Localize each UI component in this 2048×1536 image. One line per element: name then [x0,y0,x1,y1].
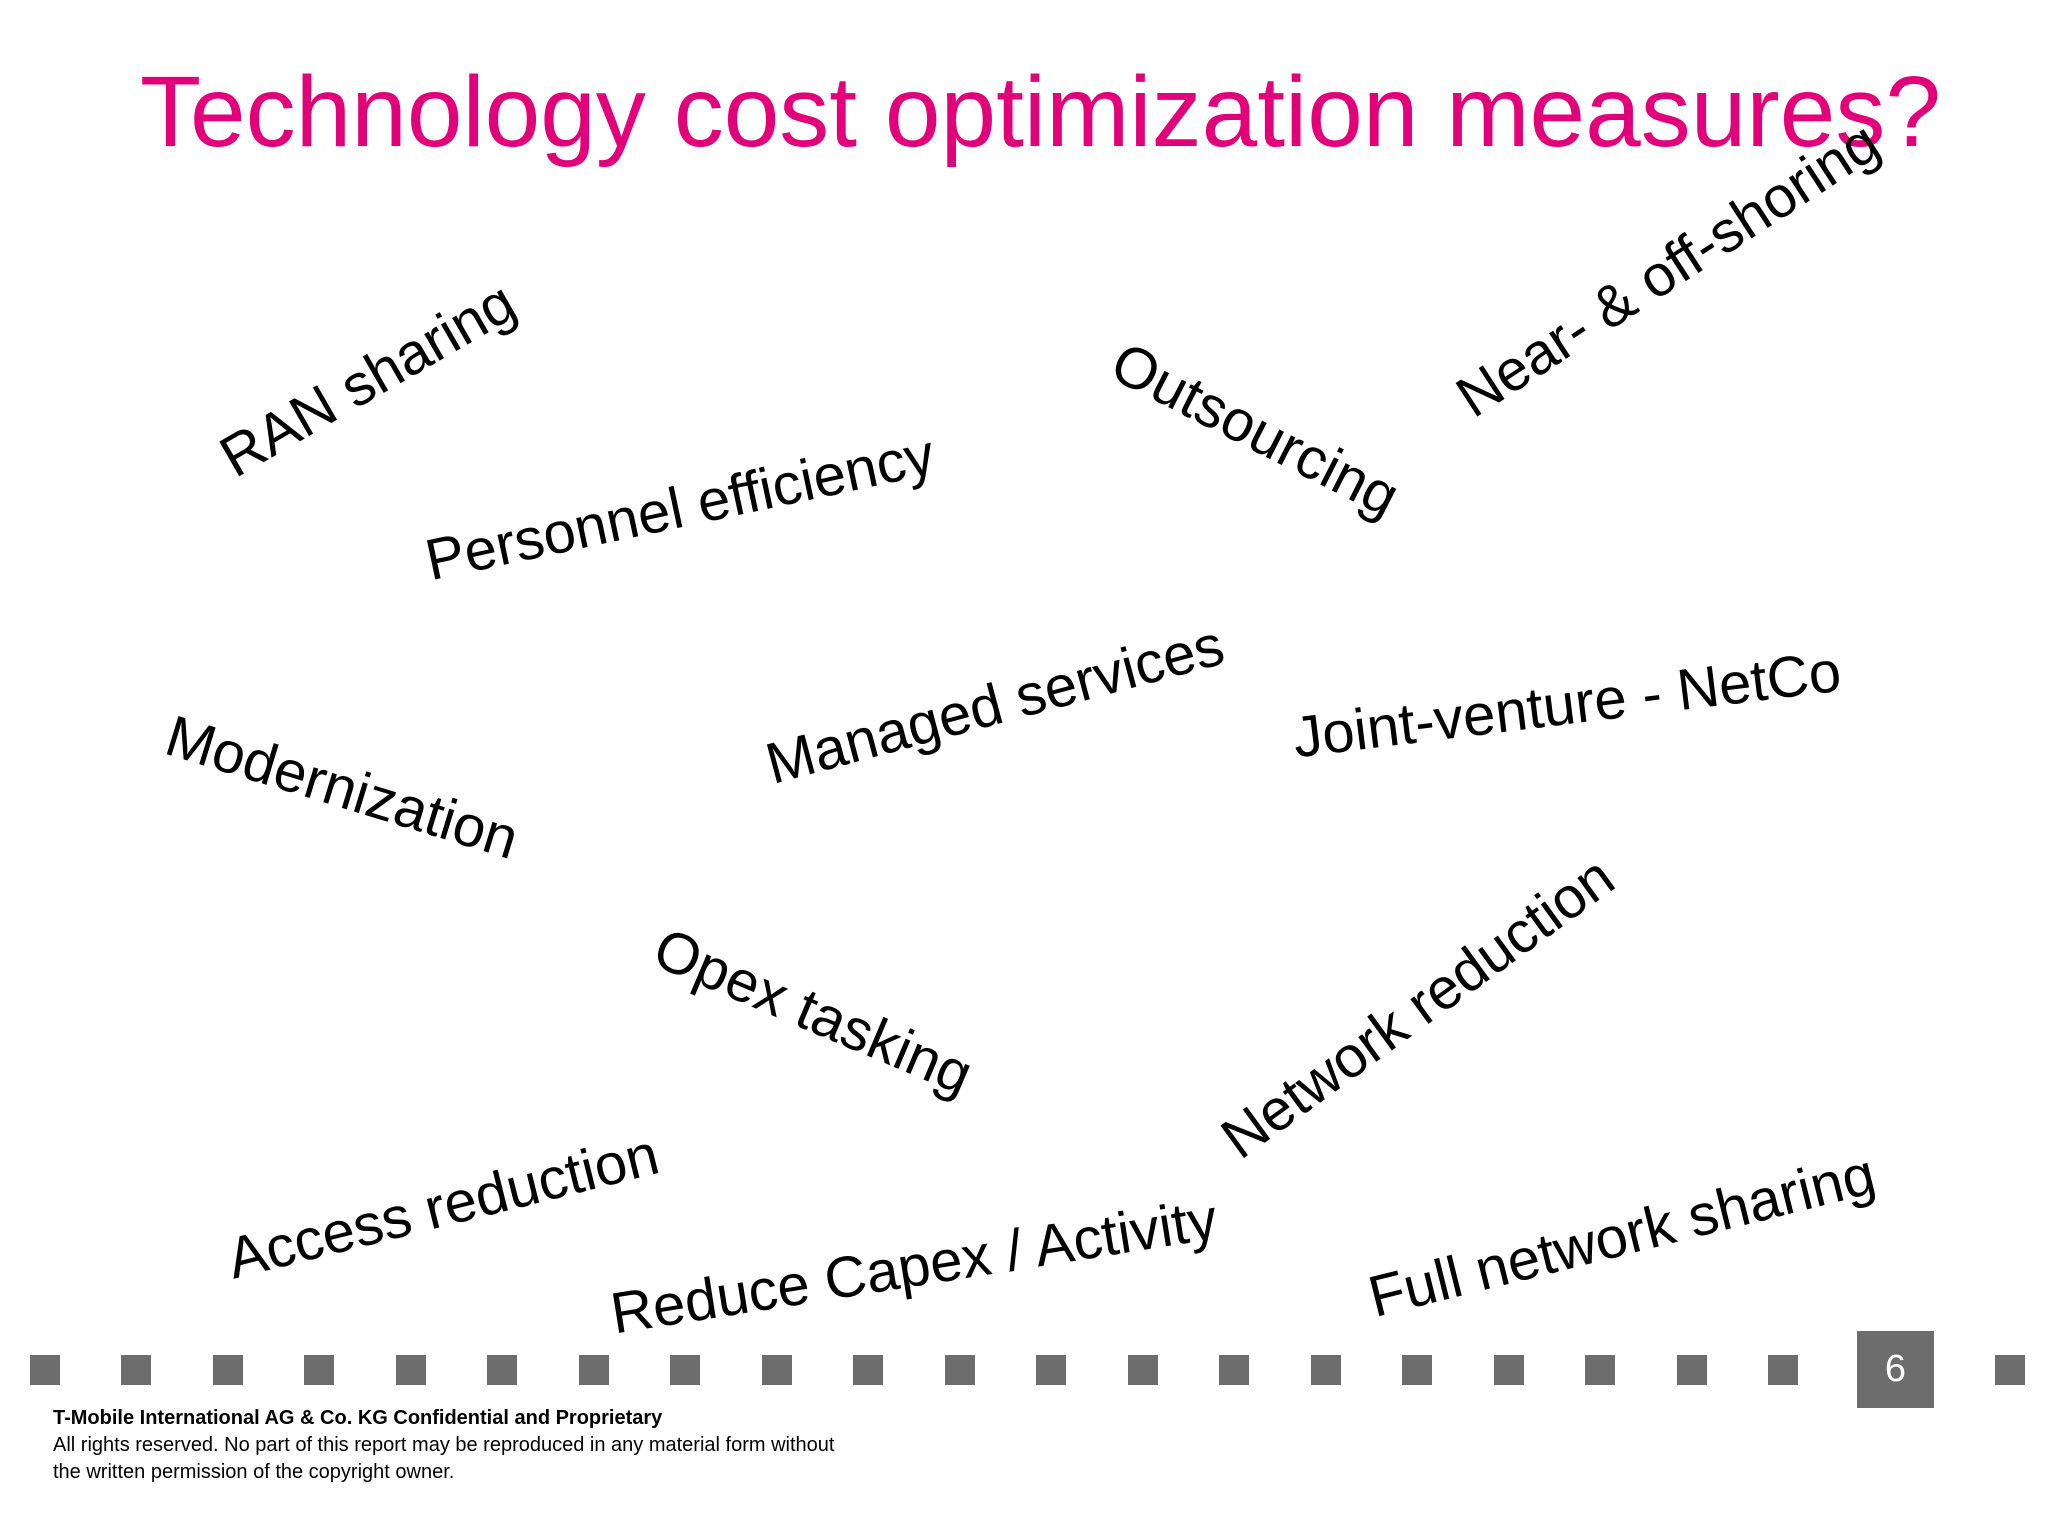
slide-title: Technology cost optimization measures? [140,56,1941,168]
divider-square [30,1355,60,1385]
divider-square [487,1355,517,1385]
divider-square [1677,1355,1707,1385]
divider-square [1585,1355,1615,1385]
divider-square [396,1355,426,1385]
divider-square [579,1355,609,1385]
page-number: 6 [1857,1331,1934,1408]
phrase-ran-sharing: RAN sharing [209,269,527,490]
divider-square [945,1355,975,1385]
divider-square [213,1355,243,1385]
phrase-personnel-efficiency: Personnel efficiency [419,421,941,594]
divider-square [1311,1355,1341,1385]
divider-square [670,1355,700,1385]
footer-company: T-Mobile International AG & Co. KG Confi… [53,1407,663,1429]
divider-square [1219,1355,1249,1385]
dotted-divider [0,1355,2048,1385]
divider-square [762,1355,792,1385]
phrase-outsourcing: Outsourcing [1101,329,1410,530]
phrase-full-network-sharing: Full network sharing [1362,1141,1882,1330]
phrase-managed-services: Managed services [759,612,1231,797]
footer-rights-line-2: the written permission of the copyright … [53,1461,455,1483]
divider-square [1036,1355,1066,1385]
footer-notice: T-Mobile International AG & Co. KG Confi… [53,1405,1003,1486]
phrase-joint-venture: Joint-venture - NetCo [1289,638,1845,771]
phrase-opex-tasking: Opex tasking [644,915,982,1108]
divider-square [121,1355,151,1385]
divider-square [1494,1355,1524,1385]
phrase-reduce-capex: Reduce Capex / Activity [606,1186,1222,1347]
divider-square [1402,1355,1432,1385]
divider-square [1768,1355,1798,1385]
divider-square [1995,1355,2025,1385]
divider-square [853,1355,883,1385]
phrase-network-reduction: Network reduction [1209,843,1626,1172]
divider-square [304,1355,334,1385]
phrase-modernization: Modernization [158,703,526,872]
phrase-access-reduction: Access reduction [220,1121,666,1292]
footer-rights-line-1: All rights reserved. No part of this rep… [53,1434,835,1456]
divider-square [1128,1355,1158,1385]
